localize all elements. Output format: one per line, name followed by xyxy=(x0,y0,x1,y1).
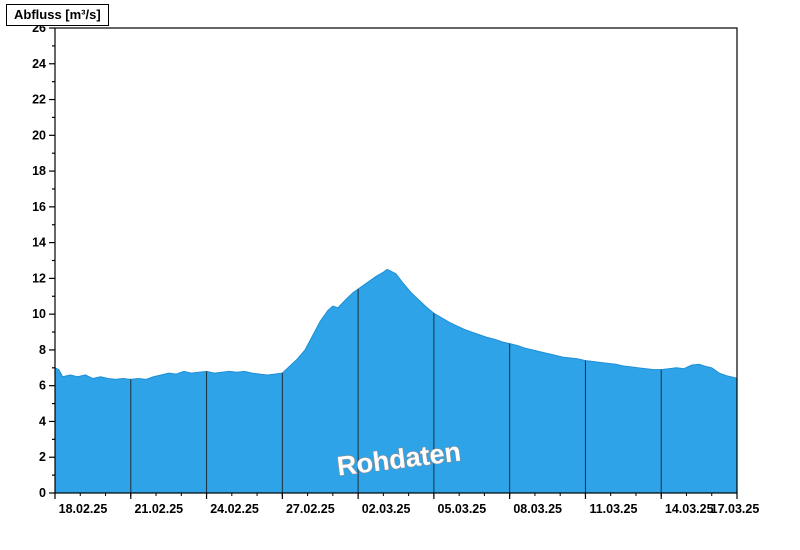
svg-text:12: 12 xyxy=(32,271,46,285)
x-axis: 18.02.25 21.02.25 24.02.25 27.02.25 02.03.25… xyxy=(54,493,760,516)
svg-text:11.03.25: 11.03.25 xyxy=(589,502,637,516)
svg-text:05.03.25: 05.03.25 xyxy=(438,502,487,516)
svg-text:0: 0 xyxy=(39,486,46,500)
discharge-area-series xyxy=(54,268,738,494)
svg-text:14: 14 xyxy=(32,236,46,250)
svg-text:16: 16 xyxy=(32,200,46,214)
svg-text:02.03.25: 02.03.25 xyxy=(362,502,411,516)
svg-text:27.02.25: 27.02.25 xyxy=(286,502,335,516)
svg-text:14.03.25: 14.03.25 xyxy=(665,502,714,516)
svg-text:20: 20 xyxy=(32,128,46,142)
svg-text:24: 24 xyxy=(32,57,46,71)
svg-text:08.03.25: 08.03.25 xyxy=(513,502,562,516)
svg-text:22: 22 xyxy=(32,93,46,107)
svg-text:21.02.25: 21.02.25 xyxy=(134,502,183,516)
vertical-gridlines xyxy=(55,269,737,493)
svg-text:24.02.25: 24.02.25 xyxy=(210,502,259,516)
svg-text:18: 18 xyxy=(32,164,46,178)
svg-text:10: 10 xyxy=(32,307,46,321)
chart-title: Abfluss [m³/s] xyxy=(6,4,109,26)
svg-text:8: 8 xyxy=(39,343,46,357)
svg-text:2: 2 xyxy=(39,450,46,464)
svg-text:6: 6 xyxy=(39,379,46,393)
svg-text:4: 4 xyxy=(39,414,46,428)
svg-text:17.03.25: 17.03.25 xyxy=(711,502,760,516)
svg-text:18.02.25: 18.02.25 xyxy=(59,502,108,516)
